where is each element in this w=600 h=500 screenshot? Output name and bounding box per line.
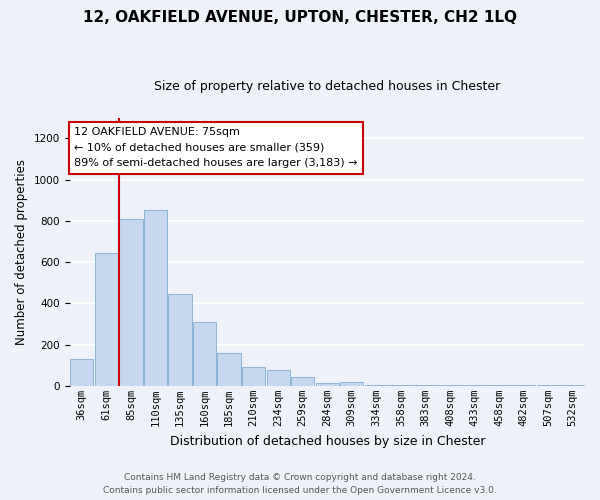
Bar [291,377,314,386]
Bar [95,253,118,386]
Bar [193,322,216,386]
Bar [242,367,265,386]
Bar [144,210,167,386]
X-axis label: Distribution of detached houses by size in Chester: Distribution of detached houses by size … [170,434,485,448]
Bar [266,370,290,386]
Bar [217,354,241,386]
Bar [169,294,191,386]
Bar [389,385,413,386]
Text: Contains HM Land Registry data © Crown copyright and database right 2024.
Contai: Contains HM Land Registry data © Crown c… [103,474,497,495]
Bar [119,219,143,386]
Text: 12 OAKFIELD AVENUE: 75sqm
← 10% of detached houses are smaller (359)
89% of semi: 12 OAKFIELD AVENUE: 75sqm ← 10% of detac… [74,127,358,168]
Bar [365,385,388,386]
Y-axis label: Number of detached properties: Number of detached properties [15,159,28,345]
Bar [340,382,364,386]
Bar [70,359,94,386]
Bar [561,385,584,386]
Text: 12, OAKFIELD AVENUE, UPTON, CHESTER, CH2 1LQ: 12, OAKFIELD AVENUE, UPTON, CHESTER, CH2… [83,10,517,25]
Bar [316,383,339,386]
Title: Size of property relative to detached houses in Chester: Size of property relative to detached ho… [154,80,500,93]
